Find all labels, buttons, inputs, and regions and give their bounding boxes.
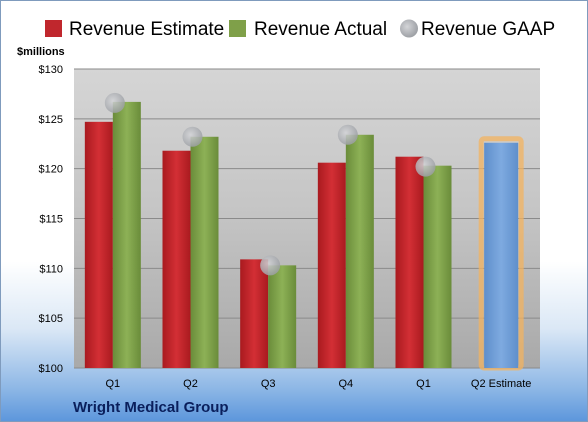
x-tick-label: Q3	[261, 378, 276, 390]
gridlines	[74, 68, 540, 369]
bar-revenue-estimate	[84, 121, 113, 368]
x-axis-labels: Q1 Q2 Q3 Q4 Q1 Q2 Estimate	[105, 378, 531, 390]
legend-label-estimate: Revenue Estimate	[69, 19, 224, 40]
bar-revenue-estimate	[162, 150, 191, 368]
x-tick-label: Q1	[416, 378, 431, 390]
legend-swatch-actual	[229, 20, 246, 37]
company-name: Wright Medical Group	[73, 399, 229, 416]
legend: Revenue Estimate Revenue Actual Revenue …	[45, 19, 555, 40]
marker-revenue-gaap	[415, 156, 436, 177]
marker-revenue-gaap	[337, 124, 358, 145]
legend-marker-gaap	[400, 19, 418, 38]
marker-revenue-gaap	[104, 92, 125, 113]
bar-revenue-actual	[268, 265, 297, 368]
x-tick-label: Q1	[105, 378, 120, 390]
bar-revenue-estimate	[317, 162, 346, 368]
y-unit-label: $millions	[17, 46, 65, 58]
bar-revenue-estimate	[395, 156, 424, 368]
legend-item-gaap: Revenue GAAP	[400, 19, 555, 40]
marker-revenue-gaap	[260, 255, 281, 276]
bars	[84, 92, 524, 371]
legend-label-actual: Revenue Actual	[254, 19, 387, 40]
bar-revenue-actual	[423, 165, 452, 368]
x-tick-label: Q2	[183, 378, 198, 390]
x-tick-label: Q2 Estimate	[471, 378, 532, 390]
y-tick-label: $105	[39, 313, 63, 325]
bar-revenue-estimate	[240, 259, 269, 368]
x-tick-label: Q4	[338, 378, 353, 390]
bar-q2-estimate	[484, 142, 519, 368]
legend-label-gaap: Revenue GAAP	[421, 19, 555, 40]
y-tick-label: $115	[39, 214, 63, 226]
y-axis-ticks: $100 $105 $110 $115 $120 $125 $130	[39, 64, 63, 375]
y-tick-label: $120	[39, 164, 63, 176]
bar-revenue-actual	[345, 134, 374, 368]
legend-item-estimate: Revenue Estimate	[45, 19, 224, 40]
y-tick-label: $110	[39, 263, 63, 275]
y-tick-label: $125	[39, 114, 63, 126]
legend-swatch-estimate	[45, 20, 62, 37]
legend-item-actual: Revenue Actual	[229, 19, 387, 40]
y-tick-label: $100	[39, 363, 63, 375]
bar-revenue-actual	[190, 136, 219, 368]
bar-revenue-actual	[112, 101, 141, 368]
y-tick-label: $130	[39, 64, 63, 76]
marker-revenue-gaap	[182, 126, 203, 147]
